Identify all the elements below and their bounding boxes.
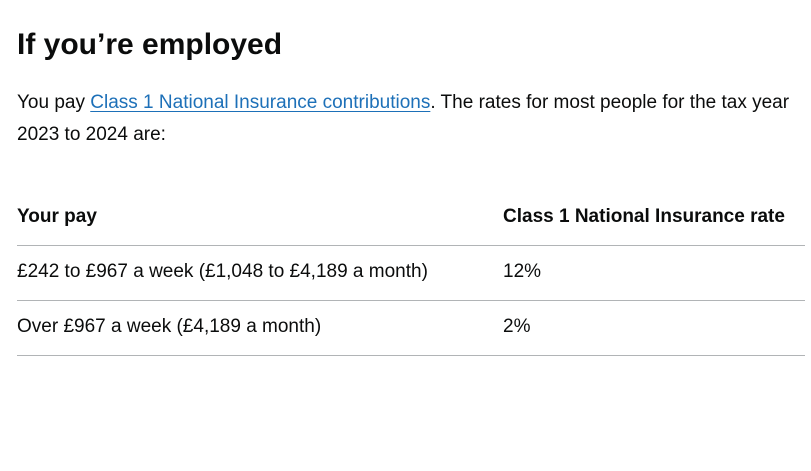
header-row: Your pay Class 1 National Insurance rate <box>17 201 805 246</box>
table-body: £242 to £967 a week (£1,048 to £4,189 a … <box>17 245 805 356</box>
table-cell: 12% <box>503 245 805 301</box>
table-row: Over £967 a week (£4,189 a month) 2% <box>17 300 805 356</box>
table-cell: Over £967 a week (£4,189 a month) <box>17 300 503 356</box>
link[interactable]: Class 1 National Insurance contributions <box>90 92 431 113</box>
intro: You pay Class 1 National Insurance contr… <box>17 87 797 151</box>
content: If you’re employed You pay Class 1 Natio… <box>0 25 811 356</box>
table-head: Your pay Class 1 National Insurance rate <box>17 201 805 246</box>
header-cell: Class 1 National Insurance rate <box>503 201 805 246</box>
header-cell: Your pay <box>17 201 503 246</box>
heading: If you’re employed <box>17 28 283 61</box>
table-cell: £242 to £967 a week (£1,048 to £4,189 a … <box>17 245 503 301</box>
intro-text: . The rates for most people for the tax … <box>17 92 790 145</box>
page: If you’re employed You pay Class 1 Natio… <box>0 25 811 471</box>
rates-table: Your pay Class 1 National Insurance rate … <box>17 201 805 356</box>
intro-text: You pay <box>17 92 91 113</box>
table-cell: 2% <box>503 300 805 356</box>
table-row: £242 to £967 a week (£1,048 to £4,189 a … <box>17 245 805 301</box>
